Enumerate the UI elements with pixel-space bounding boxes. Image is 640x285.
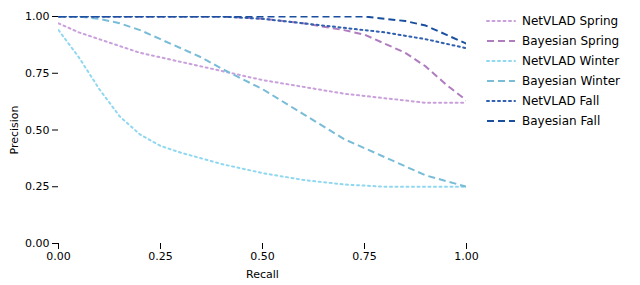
html-text:NetVLAD Spring: NetVLAD Spring: [522, 14, 619, 28]
svg-text:0.00: 0.00: [46, 250, 71, 263]
html-text:NetVLAD Winter: NetVLAD Winter: [522, 54, 620, 68]
html-text:Bayesian Fall: Bayesian Fall: [522, 114, 601, 128]
svg-text:1.00: 1.00: [25, 10, 50, 23]
svg-text:0.50: 0.50: [25, 124, 50, 137]
svg-text:0.75: 0.75: [25, 67, 50, 80]
svg-text:0.00: 0.00: [25, 237, 50, 250]
svg-text:Precision: Precision: [8, 105, 21, 154]
html-text:Bayesian Winter: Bayesian Winter: [522, 74, 620, 88]
svg-text:0.25: 0.25: [148, 250, 173, 263]
svg-text:0.50: 0.50: [250, 250, 275, 263]
svg-text:0.25: 0.25: [25, 180, 50, 193]
html-text:NetVLAD Fall: NetVLAD Fall: [522, 94, 600, 108]
html-text:Bayesian Spring: Bayesian Spring: [522, 34, 620, 48]
svg-text:1.00: 1.00: [454, 250, 479, 263]
svg-text:0.75: 0.75: [352, 250, 377, 263]
svg-text:Recall: Recall: [246, 268, 279, 281]
